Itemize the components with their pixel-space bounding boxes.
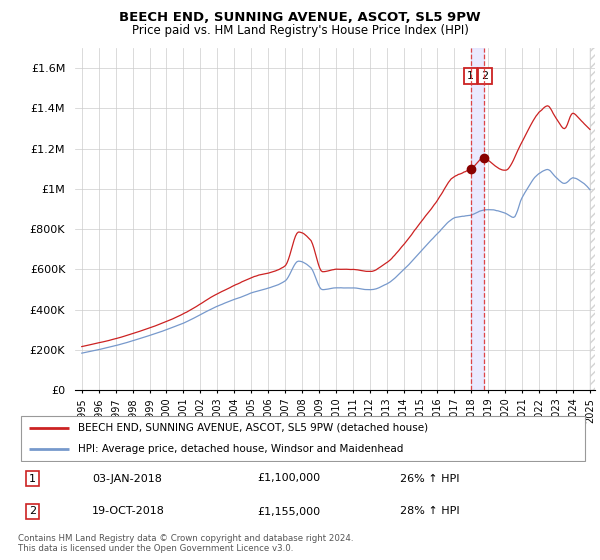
FancyBboxPatch shape [21, 416, 585, 461]
Text: Price paid vs. HM Land Registry's House Price Index (HPI): Price paid vs. HM Land Registry's House … [131, 24, 469, 36]
Text: 03-JAN-2018: 03-JAN-2018 [92, 474, 162, 483]
Text: £1,155,000: £1,155,000 [257, 506, 320, 516]
Text: 2: 2 [29, 506, 36, 516]
Text: 19-OCT-2018: 19-OCT-2018 [92, 506, 165, 516]
Text: 1: 1 [29, 474, 36, 483]
Text: HPI: Average price, detached house, Windsor and Maidenhead: HPI: Average price, detached house, Wind… [78, 444, 403, 454]
Text: 1: 1 [467, 71, 474, 81]
Text: BEECH END, SUNNING AVENUE, ASCOT, SL5 9PW (detached house): BEECH END, SUNNING AVENUE, ASCOT, SL5 9P… [78, 423, 428, 433]
Text: £1,100,000: £1,100,000 [257, 474, 320, 483]
Text: 2: 2 [481, 71, 488, 81]
Text: 26% ↑ HPI: 26% ↑ HPI [400, 474, 460, 483]
Bar [472, 48, 484, 390]
Text: 28% ↑ HPI: 28% ↑ HPI [400, 506, 460, 516]
Text: Contains HM Land Registry data © Crown copyright and database right 2024.
This d: Contains HM Land Registry data © Crown c… [18, 534, 353, 553]
Text: BEECH END, SUNNING AVENUE, ASCOT, SL5 9PW: BEECH END, SUNNING AVENUE, ASCOT, SL5 9P… [119, 11, 481, 24]
